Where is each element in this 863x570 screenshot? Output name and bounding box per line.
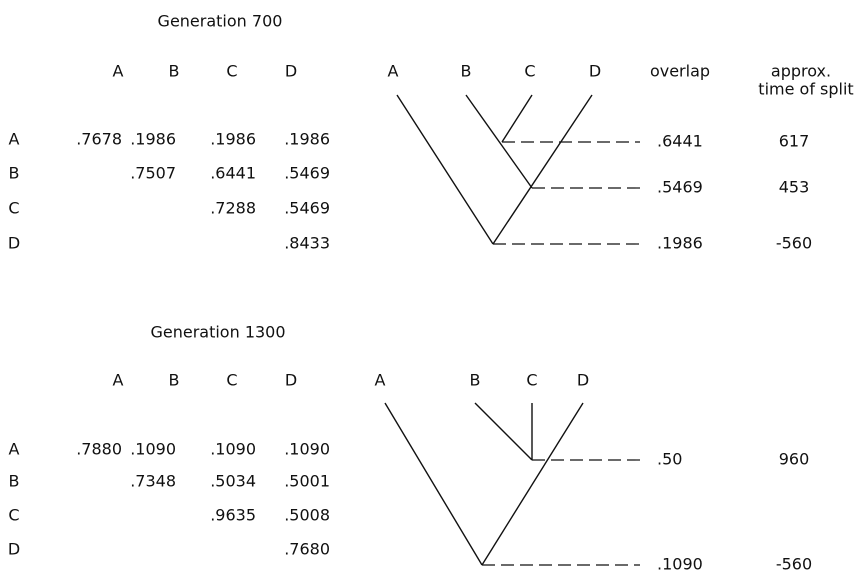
tree-leaf: C: [526, 371, 537, 390]
split-time-header: approx.: [771, 62, 831, 81]
column-header: D: [285, 62, 297, 81]
tree-leaf: D: [589, 62, 601, 81]
tree-branch: [481, 402, 584, 566]
panel-title: Generation 1300: [150, 323, 285, 342]
matrix-cell: .5469: [284, 199, 330, 218]
tree-branch: [465, 94, 533, 189]
overlap-value: .5469: [657, 178, 703, 197]
row-label: B: [9, 472, 20, 491]
tree-branch: [396, 94, 494, 245]
matrix-cell: .7880: [76, 440, 122, 459]
column-header: A: [113, 371, 124, 390]
row-label: D: [8, 234, 20, 253]
panel-title: Generation 700: [158, 12, 283, 31]
tree-branch: [501, 94, 533, 143]
column-header: D: [285, 371, 297, 390]
tree-branch: [474, 402, 533, 461]
matrix-cell: .5469: [284, 164, 330, 183]
matrix-cell: .6441: [210, 164, 256, 183]
row-label: D: [8, 540, 20, 559]
matrix-cell: .1090: [130, 440, 176, 459]
matrix-cell: .1986: [130, 130, 176, 149]
tree-branch: [384, 402, 483, 566]
matrix-cell: .7678: [76, 130, 122, 149]
column-header: C: [226, 371, 237, 390]
column-header: C: [226, 62, 237, 81]
overlap-value: .50: [657, 450, 682, 469]
matrix-cell: .8433: [284, 234, 330, 253]
tree-branch: [492, 94, 593, 245]
row-label: C: [8, 199, 19, 218]
column-header: A: [113, 62, 124, 81]
split-time: 617: [779, 132, 810, 151]
row-label: A: [9, 130, 20, 149]
row-label: B: [9, 164, 20, 183]
split-time: -560: [776, 555, 812, 570]
split-time: 960: [779, 450, 810, 469]
tree-leaf: B: [470, 371, 481, 390]
split-time: 453: [779, 178, 810, 197]
column-header: B: [169, 62, 180, 81]
matrix-cell: .1986: [284, 130, 330, 149]
matrix-cell: .9635: [210, 506, 256, 525]
tree-leaf: D: [577, 371, 589, 390]
matrix-cell: .1090: [284, 440, 330, 459]
matrix-cell: .7288: [210, 199, 256, 218]
matrix-cell: .5008: [284, 506, 330, 525]
row-label: C: [8, 506, 19, 525]
matrix-cell: .7507: [130, 164, 176, 183]
matrix-cell: .7348: [130, 472, 176, 491]
overlap-header: overlap: [650, 62, 710, 81]
matrix-cell: .5034: [210, 472, 256, 491]
overlap-value: .6441: [657, 132, 703, 151]
tree-leaf: A: [388, 62, 399, 81]
overlap-value: .1090: [657, 555, 703, 570]
split-time: -560: [776, 234, 812, 253]
matrix-cell: .7680: [284, 540, 330, 559]
tree-leaf: A: [375, 371, 386, 390]
tree-leaf: C: [524, 62, 535, 81]
matrix-cell: .1986: [210, 130, 256, 149]
column-header: B: [169, 371, 180, 390]
matrix-cell: .5001: [284, 472, 330, 491]
matrix-cell: .1090: [210, 440, 256, 459]
tree-leaf: B: [461, 62, 472, 81]
row-label: A: [9, 440, 20, 459]
split-time-header: time of split: [758, 80, 853, 99]
overlap-value: .1986: [657, 234, 703, 253]
